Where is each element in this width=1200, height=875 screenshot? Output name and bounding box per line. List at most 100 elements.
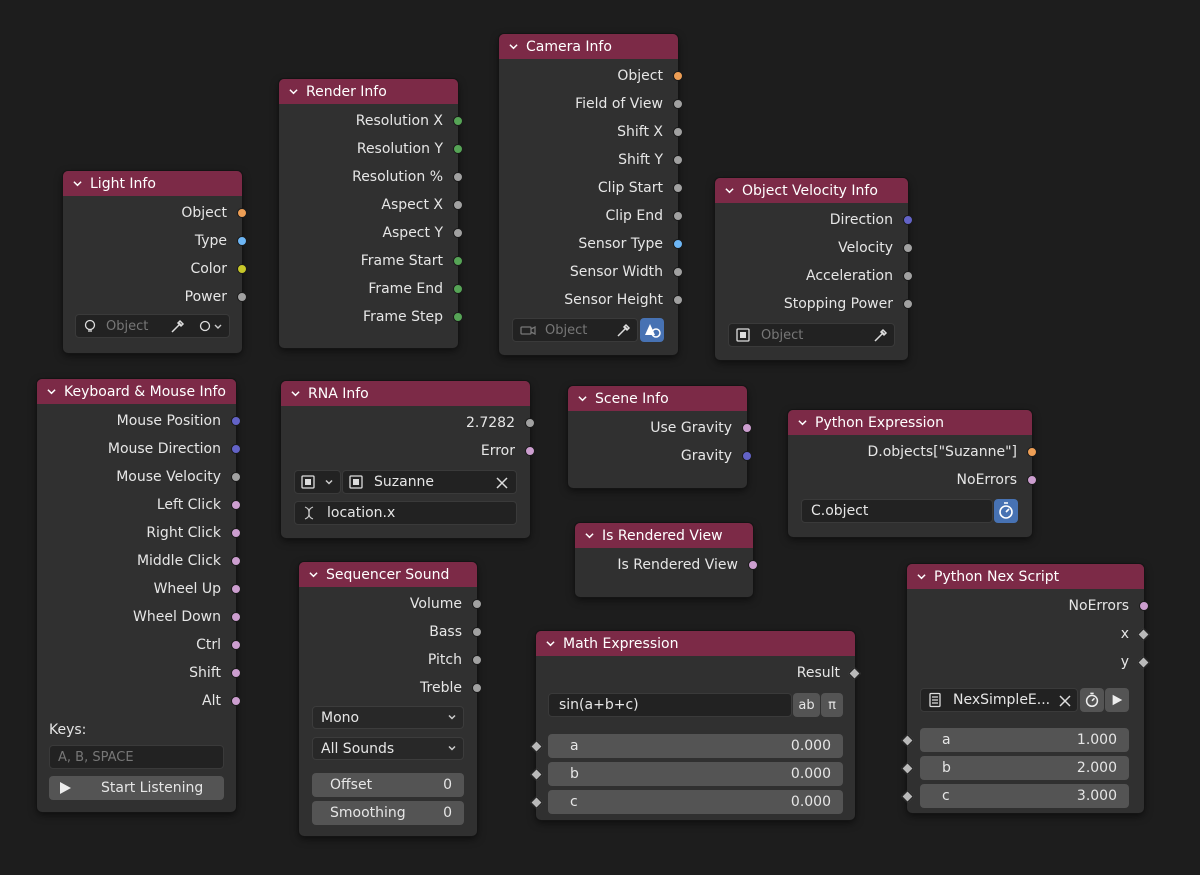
socket[interactable]: [525, 446, 535, 456]
input-c-field[interactable]: c 0.000: [548, 790, 843, 814]
chevron-down-icon[interactable]: [309, 570, 318, 579]
scene-camera-button[interactable]: [640, 318, 664, 342]
chevron-down-icon[interactable]: [917, 572, 926, 581]
socket[interactable]: [231, 668, 241, 678]
socket[interactable]: [673, 71, 683, 81]
input-socket-b[interactable]: [901, 762, 914, 775]
socket[interactable]: [848, 667, 861, 680]
input-a-field[interactable]: a 0.000: [548, 734, 843, 758]
chevron-down-icon[interactable]: [509, 42, 518, 51]
input-socket-c[interactable]: [901, 790, 914, 803]
socket[interactable]: [231, 640, 241, 650]
socket[interactable]: [453, 200, 463, 210]
node-header[interactable]: Render Info: [279, 79, 458, 104]
socket[interactable]: [472, 683, 482, 693]
chevron-down-icon[interactable]: [725, 186, 734, 195]
node-scene-info[interactable]: Scene Info Use Gravity Gravity: [568, 386, 752, 488]
socket[interactable]: [237, 208, 247, 218]
close-icon[interactable]: [1059, 695, 1071, 707]
auto-update-button[interactable]: [994, 499, 1018, 523]
input-a-field[interactable]: a 1.000: [920, 728, 1129, 752]
node-python-nex-script[interactable]: Python Nex Script NoErrors x y NexSimple…: [901, 564, 1150, 813]
node-object-velocity-info[interactable]: Object Velocity Info Direction Velocity …: [715, 178, 913, 360]
socket[interactable]: [453, 312, 463, 322]
node-header[interactable]: Keyboard & Mouse Info: [37, 379, 236, 404]
socket[interactable]: [231, 584, 241, 594]
input-socket-b[interactable]: [530, 768, 543, 781]
chevron-down-icon[interactable]: [47, 387, 56, 396]
smoothing-field[interactable]: Smoothing 0: [312, 801, 464, 825]
run-script-button[interactable]: [1105, 688, 1129, 712]
node-is-rendered-view[interactable]: Is Rendered View Is Rendered View: [575, 523, 758, 597]
node-python-expression[interactable]: Python Expression D.objects["Suzanne"] N…: [788, 410, 1037, 537]
rna-path-field[interactable]: location.x: [294, 501, 517, 525]
socket[interactable]: [525, 418, 535, 428]
rna-object-field[interactable]: Suzanne: [342, 470, 517, 494]
node-header[interactable]: Object Velocity Info: [715, 178, 908, 203]
chevron-down-icon[interactable]: [585, 531, 594, 540]
socket[interactable]: [673, 239, 683, 249]
node-header[interactable]: Math Expression: [536, 631, 855, 656]
chevron-down-icon[interactable]: [546, 639, 555, 648]
socket[interactable]: [472, 627, 482, 637]
socket[interactable]: [1137, 628, 1150, 641]
node-header[interactable]: RNA Info: [281, 381, 530, 406]
socket[interactable]: [231, 612, 241, 622]
node-light-info[interactable]: Light Info Object Type Color Power Objec…: [63, 171, 247, 353]
socket[interactable]: [237, 236, 247, 246]
socket[interactable]: [472, 655, 482, 665]
socket[interactable]: [453, 228, 463, 238]
expression-input[interactable]: C.object: [801, 499, 993, 523]
node-keyboard-mouse-info[interactable]: Keyboard & Mouse Info Mouse Position Mou…: [37, 379, 241, 812]
input-b-field[interactable]: b 2.000: [920, 756, 1129, 780]
eyedropper-icon[interactable]: [872, 328, 888, 344]
node-header[interactable]: Python Expression: [788, 410, 1032, 435]
socket[interactable]: [231, 416, 241, 426]
socket[interactable]: [1027, 475, 1037, 485]
socket[interactable]: [673, 295, 683, 305]
chevron-down-icon[interactable]: [73, 179, 82, 188]
auto-execute-button[interactable]: [1080, 688, 1104, 712]
input-socket-a[interactable]: [530, 740, 543, 753]
node-math-expression[interactable]: Math Expression Result sin(a+b+c) ab π a…: [530, 631, 861, 820]
input-socket-a[interactable]: [901, 734, 914, 747]
light-object-field[interactable]: Object: [75, 314, 230, 338]
keys-input[interactable]: A, B, SPACE: [49, 745, 224, 769]
socket[interactable]: [673, 155, 683, 165]
socket[interactable]: [1027, 447, 1037, 457]
script-selector[interactable]: NexSimpleE...: [920, 688, 1078, 712]
socket[interactable]: [453, 256, 463, 266]
node-header[interactable]: Is Rendered View: [575, 523, 753, 548]
pi-button[interactable]: π: [821, 693, 843, 717]
socket[interactable]: [748, 560, 758, 570]
chevron-down-icon[interactable]: [578, 394, 587, 403]
math-expression-input[interactable]: sin(a+b+c): [548, 693, 792, 717]
node-header[interactable]: Camera Info: [499, 34, 678, 59]
socket[interactable]: [903, 299, 913, 309]
eyedropper-icon[interactable]: [169, 319, 185, 335]
socket[interactable]: [237, 264, 247, 274]
velocity-object-field[interactable]: Object: [728, 323, 895, 347]
node-header[interactable]: Scene Info: [568, 386, 747, 411]
socket[interactable]: [903, 215, 913, 225]
socket[interactable]: [231, 696, 241, 706]
socket[interactable]: [472, 599, 482, 609]
socket[interactable]: [231, 528, 241, 538]
chevron-down-icon[interactable]: [289, 87, 298, 96]
node-sequencer-sound[interactable]: Sequencer Sound Volume Bass Pitch Treble…: [299, 562, 482, 836]
node-rna-info[interactable]: RNA Info 2.7282 Error Suzanne location.x: [281, 381, 535, 538]
socket[interactable]: [673, 211, 683, 221]
node-camera-info[interactable]: Camera Info Object Field of View Shift X…: [499, 34, 683, 355]
socket[interactable]: [231, 500, 241, 510]
socket[interactable]: [1137, 656, 1150, 669]
node-header[interactable]: Sequencer Sound: [299, 562, 477, 587]
close-icon[interactable]: [496, 477, 508, 489]
input-c-field[interactable]: c 3.000: [920, 784, 1129, 808]
node-header[interactable]: Python Nex Script: [907, 564, 1144, 589]
offset-field[interactable]: Offset 0: [312, 773, 464, 797]
socket[interactable]: [673, 267, 683, 277]
socket[interactable]: [1139, 601, 1149, 611]
start-listening-button[interactable]: Start Listening: [49, 776, 224, 800]
id-type-dropdown[interactable]: [294, 470, 341, 494]
socket[interactable]: [903, 271, 913, 281]
